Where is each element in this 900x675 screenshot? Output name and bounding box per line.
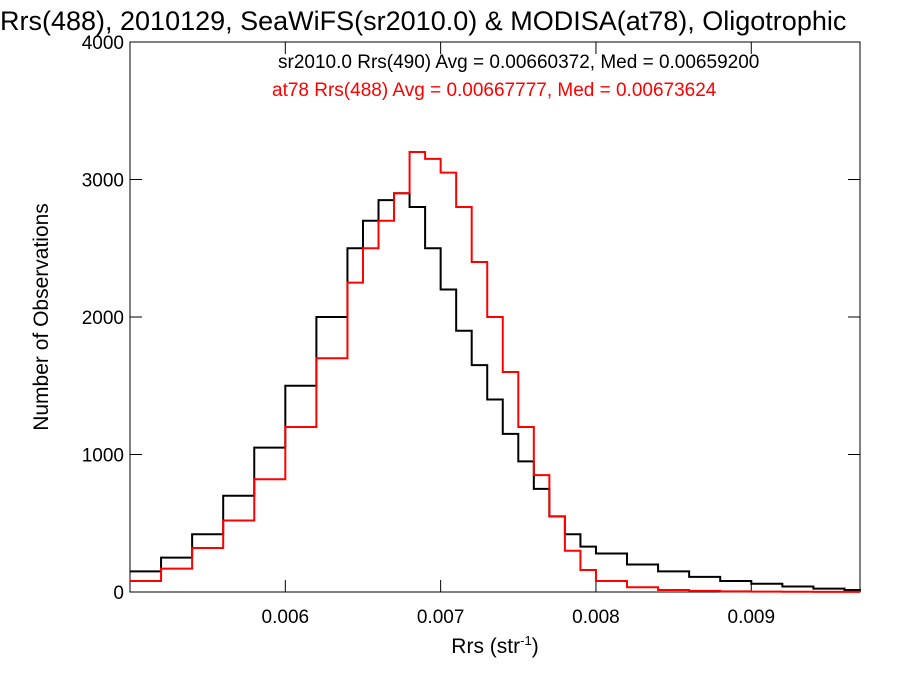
chart-title: Rrs(488), 2010129, SeaWiFS(sr2010.0) & M…	[0, 6, 846, 36]
x-tick-label: 0.007	[417, 607, 465, 628]
y-tick-label: 3000	[82, 171, 124, 192]
x-axis: 0.006 0.007 0.008 0.009	[262, 42, 776, 628]
series-line-sr2010	[130, 192, 861, 591]
y-tick-label: 0	[113, 583, 124, 604]
series-line-at78	[130, 151, 861, 593]
x-axis-label-close: )	[532, 635, 539, 658]
legend-entry-red: at78 Rrs(488) Avg = 0.00667777, Med = 0.…	[272, 80, 717, 101]
y-axis-label: Number of Observations	[30, 203, 53, 431]
y-axis: 0 1000 2000 3000 4000	[82, 33, 860, 604]
x-tick-label: 0.006	[262, 607, 310, 628]
x-axis-label-text: Rrs (str	[451, 635, 520, 658]
y-tick-label: 4000	[82, 33, 124, 54]
series-layer	[130, 151, 861, 593]
x-tick-label: 0.009	[728, 607, 776, 628]
legend-entry-black: sr2010.0 Rrs(490) Avg = 0.00660372, Med …	[278, 52, 759, 73]
x-tick-label: 0.008	[572, 607, 620, 628]
y-tick-label: 1000	[82, 446, 124, 467]
y-tick-label: 2000	[82, 308, 124, 329]
x-axis-label-superscript: -1	[520, 633, 532, 648]
x-axis-label: Rrs (str-1)	[451, 633, 538, 658]
